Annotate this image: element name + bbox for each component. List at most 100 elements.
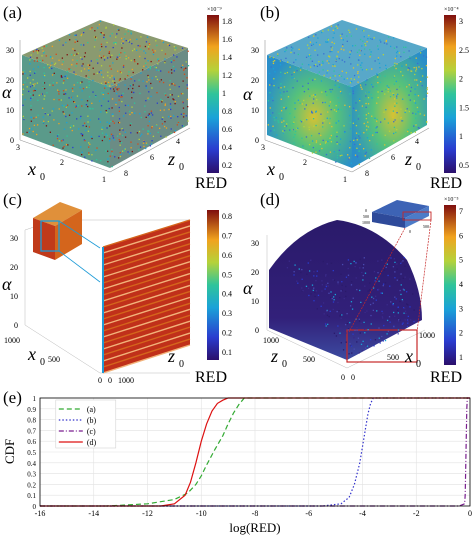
- point-cloud-dot: [353, 74, 356, 77]
- point-cloud-dot: [388, 86, 390, 89]
- point-cloud-dot: [81, 153, 83, 156]
- point-cloud-dot: [362, 29, 364, 32]
- point-cloud-dot: [119, 140, 121, 143]
- point-cloud-dot: [62, 90, 65, 92]
- point-cloud-dot: [310, 293, 312, 295]
- point-cloud-dot: [330, 134, 333, 137]
- point-cloud-dot: [335, 80, 337, 82]
- point-cloud-dot: [110, 137, 112, 140]
- point-cloud-dot: [350, 78, 352, 80]
- point-cloud-dot: [87, 105, 89, 108]
- point-cloud-dot: [43, 45, 45, 48]
- point-cloud-dot: [301, 278, 303, 280]
- point-cloud-dot: [62, 44, 64, 46]
- point-cloud-dot: [116, 58, 118, 60]
- point-cloud-dot: [404, 319, 406, 321]
- d-colorbar-exponent: ×10⁻⁵: [444, 197, 459, 203]
- point-cloud-dot: [185, 61, 187, 63]
- point-cloud-dot: [359, 332, 361, 334]
- point-cloud-dot: [355, 132, 358, 134]
- point-cloud-dot: [317, 294, 320, 297]
- point-cloud-dot: [370, 53, 372, 56]
- point-cloud-dot: [42, 121, 44, 124]
- colorbar-d-tick: 3: [459, 304, 463, 313]
- point-cloud-dot: [349, 140, 352, 143]
- point-cloud-dot: [148, 43, 150, 45]
- point-cloud-dot: [368, 135, 370, 137]
- point-cloud-dot: [124, 84, 126, 86]
- point-cloud-dot: [329, 101, 332, 103]
- point-cloud-dot: [45, 55, 47, 57]
- point-cloud-dot: [66, 77, 69, 79]
- point-cloud-dot: [155, 76, 157, 78]
- point-cloud-dot: [127, 74, 129, 76]
- slice-stripe: [102, 302, 191, 332]
- d-colorbar: [444, 205, 456, 365]
- point-cloud-dot: [396, 279, 398, 281]
- point-cloud-dot: [31, 84, 34, 87]
- point-cloud-dot: [109, 155, 111, 157]
- slice-stripe: [102, 243, 191, 272]
- point-cloud-dot: [355, 124, 358, 127]
- point-cloud-dot: [165, 136, 167, 138]
- point-cloud-dot: [331, 50, 333, 53]
- panel-c-inset: [33, 202, 101, 283]
- point-cloud-dot: [365, 114, 367, 116]
- point-cloud-dot: [173, 70, 175, 72]
- point-cloud-dot: [325, 325, 327, 327]
- point-cloud-dot: [330, 25, 333, 27]
- point-cloud-dot: [397, 320, 400, 322]
- point-cloud-dot: [164, 53, 167, 55]
- point-cloud-dot: [401, 323, 404, 325]
- point-cloud-dot: [63, 113, 65, 115]
- point-cloud-dot: [32, 90, 35, 92]
- point-cloud-dot: [385, 266, 387, 269]
- b-xtick-0: 3: [261, 143, 265, 152]
- point-cloud-dot: [149, 67, 151, 69]
- point-cloud-dot: [311, 112, 314, 114]
- point-cloud-dot: [187, 65, 190, 67]
- cdf-legend-label: (b): [87, 416, 97, 425]
- point-cloud-dot: [81, 65, 83, 67]
- point-cloud-dot: [103, 98, 105, 100]
- point-cloud-dot: [326, 72, 328, 74]
- point-cloud-dot: [120, 96, 122, 98]
- point-cloud-dot: [151, 77, 154, 79]
- point-cloud-dot: [112, 80, 114, 82]
- point-cloud-dot: [36, 60, 39, 62]
- point-cloud-dot: [40, 59, 42, 62]
- point-cloud-dot: [337, 325, 339, 327]
- point-cloud-dot: [397, 333, 399, 335]
- point-cloud-dot: [348, 85, 350, 87]
- point-cloud-dot: [79, 117, 82, 120]
- point-cloud-dot: [152, 51, 155, 53]
- point-cloud-dot: [419, 113, 421, 115]
- b-ytick-0: 0: [255, 136, 259, 145]
- point-cloud-dot: [118, 110, 121, 112]
- point-cloud-dot: [396, 112, 398, 114]
- point-cloud-dot: [62, 61, 64, 63]
- point-cloud-dot: [94, 30, 96, 32]
- point-cloud-dot: [81, 99, 83, 101]
- point-cloud-dot: [293, 121, 295, 123]
- point-cloud-dot: [378, 280, 380, 282]
- point-cloud-dot: [344, 131, 346, 134]
- point-cloud-dot: [361, 271, 363, 274]
- point-cloud-dot: [370, 314, 372, 317]
- point-cloud-dot: [115, 42, 118, 44]
- point-cloud-dot: [315, 279, 317, 282]
- point-cloud-dot: [112, 88, 115, 90]
- point-cloud-dot: [103, 36, 105, 39]
- point-cloud-dot: [403, 256, 405, 259]
- point-cloud-dot: [273, 84, 275, 87]
- point-cloud-dot: [177, 95, 180, 97]
- point-cloud-dot: [137, 63, 139, 65]
- a-ytick-2: 20: [6, 76, 14, 85]
- point-cloud-dot: [157, 58, 159, 60]
- point-cloud-dot: [57, 89, 59, 91]
- point-cloud-dot: [393, 65, 396, 67]
- point-cloud-dot: [49, 131, 51, 133]
- point-cloud-dot: [29, 70, 31, 73]
- point-cloud-dot: [118, 79, 121, 81]
- point-cloud-dot: [307, 88, 310, 90]
